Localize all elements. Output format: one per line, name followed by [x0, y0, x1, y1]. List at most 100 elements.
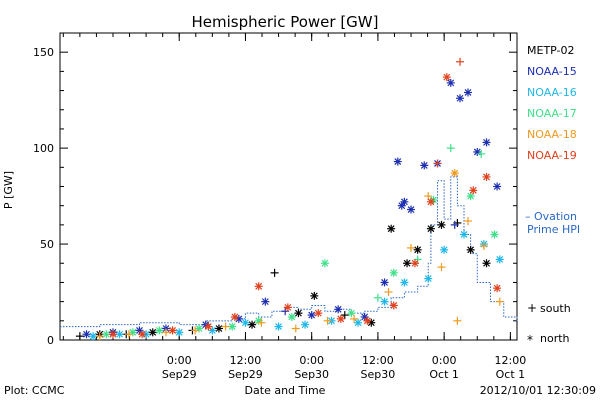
chart-title: Hemispheric Power [GW]: [192, 13, 379, 31]
north-point: [407, 205, 416, 214]
north-point: [283, 303, 292, 312]
north-point: [469, 186, 478, 195]
ovation-legend-line2: Prime HPI: [527, 223, 580, 236]
x-axis-label: Date and Time: [245, 384, 326, 397]
north-point: [310, 291, 319, 300]
south-point: [221, 322, 230, 331]
x-tick-time: 0:00: [432, 354, 457, 367]
y-tick-label: 100: [33, 142, 54, 155]
north-point: [450, 169, 459, 178]
y-tick-label: 0: [47, 334, 54, 347]
north-point: [208, 326, 217, 335]
north-point: [248, 320, 257, 329]
plot-source: Plot: CCMC: [4, 384, 65, 397]
south-point: [124, 330, 133, 339]
north-point: [175, 328, 184, 337]
x-tick-time: 0:00: [299, 354, 324, 367]
north-point: [426, 197, 435, 206]
south-point: [350, 314, 359, 323]
north-point: [482, 138, 491, 147]
legend-entry: NOAA-16: [527, 86, 577, 99]
y-axis-label: P [GW]: [2, 171, 15, 209]
north-point: [380, 297, 389, 306]
x-tick-date: Sep30: [361, 368, 396, 381]
north-point: [195, 324, 204, 333]
north-point: [128, 328, 137, 337]
north-point: [493, 182, 502, 191]
north-point: [274, 322, 283, 331]
legend-entry: METP-02: [527, 44, 575, 57]
north-point: [261, 297, 270, 306]
north-point: [482, 259, 491, 268]
south-point: [373, 293, 382, 302]
north-point: [320, 259, 329, 268]
south-point: [161, 328, 170, 337]
north-point: [214, 324, 223, 333]
north-point: [460, 230, 469, 239]
north-point: [82, 330, 91, 339]
north-point: [204, 322, 213, 331]
north-point: [493, 284, 502, 293]
north-point: [424, 274, 433, 283]
north-point: [287, 312, 296, 321]
north-point: [456, 94, 465, 103]
north-point: [354, 318, 363, 327]
north-point: [108, 330, 117, 339]
north-marker-glyph: *: [527, 333, 533, 347]
north-point: [482, 172, 491, 181]
north-point: [138, 330, 147, 339]
north-point: [148, 328, 157, 337]
south-point: [433, 159, 442, 168]
legend-entry: NOAA-15: [527, 65, 577, 78]
north-point: [387, 224, 396, 233]
south-point: [340, 311, 349, 320]
x-axis: 0:00Sep2912:00Sep290:00Sep3012:00Sep300:…: [62, 33, 527, 381]
north-point: [393, 157, 402, 166]
north-point: [466, 245, 475, 254]
south-point: [95, 332, 104, 341]
south-point: [479, 241, 488, 250]
x-tick-date: Oct 1: [429, 368, 459, 381]
south-point: [477, 149, 486, 158]
south-point: [456, 57, 465, 66]
north-point: [360, 312, 369, 321]
south-point: [446, 144, 455, 153]
north-point: [334, 305, 343, 314]
y-tick-label: 150: [33, 46, 54, 59]
north-point: [403, 259, 412, 268]
legend-entry: NOAA-18: [527, 128, 577, 141]
north-point: [294, 309, 303, 318]
south-point: [75, 332, 84, 341]
north-point: [420, 161, 429, 170]
north-point: [437, 220, 446, 229]
south-point: [191, 326, 200, 335]
legend: METP-02 NOAA-15 NOAA-16 NOAA-17 NOAA-18 NOAA-…: [527, 44, 577, 162]
north-point: [307, 311, 316, 320]
north-point: [314, 309, 323, 318]
x-tick-time: 12:00: [230, 354, 262, 367]
north-point: [463, 88, 472, 97]
x-tick-date: Sep30: [294, 368, 329, 381]
north-point: [446, 78, 455, 87]
south-point: [463, 217, 472, 226]
ovation-hpi-line: [60, 176, 518, 328]
north-point: [413, 245, 422, 254]
south-point: [453, 316, 462, 325]
plot-timestamp: 2012/10/01 12:30:09: [480, 384, 596, 397]
north-point: [411, 259, 420, 268]
north-point: [336, 314, 345, 323]
south-point: [450, 220, 459, 229]
south-legend-label: south: [540, 302, 571, 315]
north-point: [254, 282, 263, 291]
south-point: [437, 263, 446, 272]
x-tick-time: 12:00: [495, 354, 527, 367]
north-point: [363, 316, 372, 325]
south-marker-glyph: +: [527, 301, 537, 315]
north-point: [241, 318, 250, 327]
legend-entry: NOAA-19: [527, 149, 577, 162]
north-point: [301, 320, 310, 329]
x-tick-time: 12:00: [362, 354, 394, 367]
data-points: [75, 57, 504, 341]
y-tick-label: 50: [40, 238, 54, 251]
